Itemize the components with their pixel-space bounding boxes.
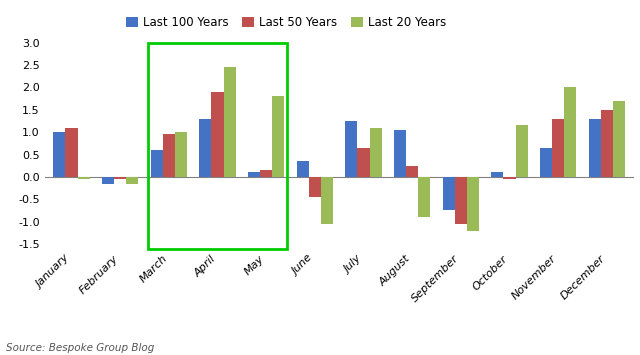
Bar [552, 119, 564, 177]
Bar [148, 43, 287, 248]
Bar [564, 87, 577, 177]
Bar [260, 170, 272, 177]
Bar [589, 119, 601, 177]
Bar [272, 96, 284, 177]
Bar [455, 177, 467, 224]
Bar [467, 177, 479, 231]
Bar [321, 177, 333, 224]
Bar [163, 134, 175, 177]
Bar [175, 132, 187, 177]
Bar [114, 177, 126, 179]
Bar [296, 161, 308, 177]
Bar [308, 177, 321, 197]
Legend: Last 100 Years, Last 50 Years, Last 20 Years: Last 100 Years, Last 50 Years, Last 20 Y… [122, 11, 451, 34]
Bar [65, 128, 77, 177]
Bar [504, 177, 516, 179]
Bar [126, 177, 138, 184]
Bar [516, 125, 528, 177]
Bar [419, 177, 431, 217]
Bar [613, 101, 625, 177]
Bar [77, 177, 90, 179]
Bar [53, 132, 65, 177]
Bar [443, 177, 455, 211]
Bar [492, 173, 504, 177]
Bar [199, 119, 211, 177]
Bar [394, 130, 406, 177]
Bar [223, 67, 236, 177]
Bar [406, 166, 419, 177]
Bar [346, 121, 358, 177]
Bar [358, 148, 370, 177]
Bar [370, 128, 382, 177]
Bar [211, 92, 223, 177]
Bar [248, 173, 260, 177]
Bar [150, 150, 163, 177]
Bar [540, 148, 552, 177]
Bar [102, 177, 114, 184]
Text: Source: Bespoke Group Blog: Source: Bespoke Group Blog [6, 343, 155, 354]
Bar [601, 110, 613, 177]
